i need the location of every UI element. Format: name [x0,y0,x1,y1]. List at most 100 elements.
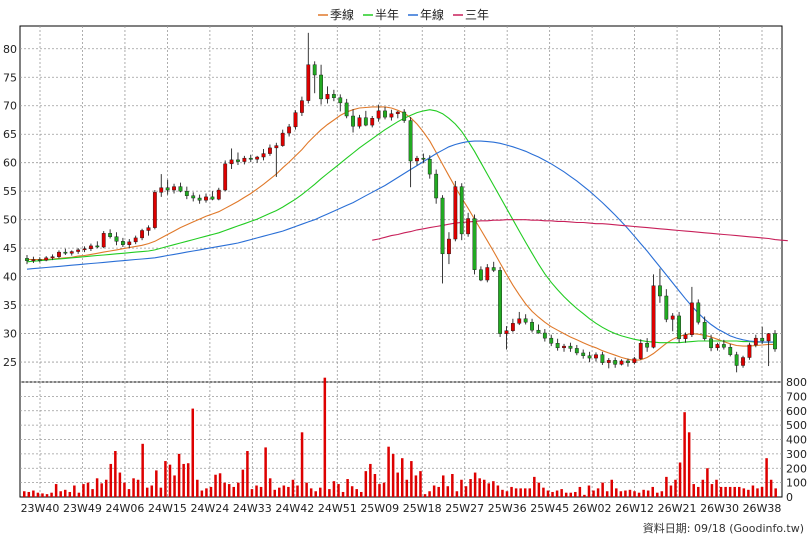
candle-body [293,112,298,128]
time-tick-label: 24W06 [106,502,145,515]
candle-body [434,173,439,199]
candle-body [587,355,592,359]
volume-bar [760,486,764,497]
volume-bar [95,478,99,497]
volume-bar [533,476,536,497]
volume-bar [350,486,354,497]
volume-bar [769,479,773,497]
volume-bar [109,463,113,497]
candle-body [715,344,720,349]
candle-body [82,248,87,251]
volume-bar [555,490,559,497]
volume-bar [733,486,736,497]
volume-bar [186,463,190,497]
candle-body [773,333,777,350]
volume-bar [583,494,586,497]
volume-bar [223,482,226,497]
candle-body [236,159,240,162]
time-tick-label: 23W40 [21,502,60,515]
candle-body [76,249,81,252]
volume-bar [300,432,304,497]
candle-body [568,345,573,349]
volume-bar [537,482,541,497]
volume-bar [633,491,636,497]
candle-body [619,360,624,365]
candle-body [702,321,707,339]
candle-body [255,156,260,160]
legend-item-halfyear: 半年 [363,8,399,22]
price-tick-label: 80 [3,43,17,56]
ma-line [27,106,775,361]
candle-body [338,97,343,104]
volume-bar [651,486,654,497]
candle-body [95,245,100,248]
legend-item-year: 年線 [408,7,444,22]
volume-bar [455,491,459,497]
candle-body [734,354,739,366]
volume-bar [73,485,76,497]
candle-body [261,153,266,158]
volume-bar [692,484,695,497]
volume-bar [569,492,573,497]
candle-body [510,323,515,331]
volume-bar [669,485,673,497]
volume-bar [341,491,345,497]
volume-bar [428,491,431,497]
volume-bar [159,487,163,497]
candle-body [216,189,221,200]
candle-body [479,269,483,281]
volume-bar [100,483,103,497]
volume-bar [501,489,504,497]
time-axis: 23W40 23W49 24W06 24W15 24W24 24W33 24W42 24W51… [21,502,782,515]
price-tick-label: 30 [3,328,17,341]
volume-bar [551,491,554,497]
volume-bar [182,463,185,497]
candle-body [709,338,713,349]
candle-body [357,117,362,127]
volume-bar [268,478,272,497]
volume-tick-label: 400 [786,434,807,447]
volume-bar [687,432,691,497]
volume-bar [173,475,176,497]
volume-bar [683,412,686,497]
volume-bar [656,492,659,497]
volume-bar [227,484,231,497]
candle-body [491,267,496,271]
candle-body [204,196,208,201]
volume-bar [123,482,126,497]
price-tick-label: 45 [3,242,17,255]
volume-bar [660,491,664,497]
volume-bar [168,464,172,497]
volume-bar [373,474,377,497]
volume-bar [451,474,454,497]
candle-body [581,352,586,356]
volume-bar [278,487,281,497]
candle-body [440,197,445,255]
volume-bar [710,484,714,497]
candle-body [645,343,650,348]
candle-body [542,332,547,339]
volume-bar [54,484,58,497]
candle-body [133,237,138,243]
candle-body [728,347,733,355]
volume-bar [505,491,509,497]
candle-body [248,157,253,160]
volume-bar [305,482,308,497]
candle-body [408,120,413,162]
candle-body [325,94,330,100]
candle-body [108,233,113,237]
volume-bar [464,486,468,497]
volume-bar [218,473,222,497]
candle-body [114,236,119,242]
volume-bar [77,492,81,497]
candle-body [57,251,61,257]
volume-bar [36,492,40,497]
time-tick-label: 26W02 [573,502,612,515]
volume-tick-label: 800 [786,376,807,389]
volume-bar [63,489,67,497]
candle-body [594,354,598,359]
volume-bar [68,491,72,497]
volume-bar [432,485,436,497]
candle-body [677,315,682,339]
volume-bar [319,487,322,497]
